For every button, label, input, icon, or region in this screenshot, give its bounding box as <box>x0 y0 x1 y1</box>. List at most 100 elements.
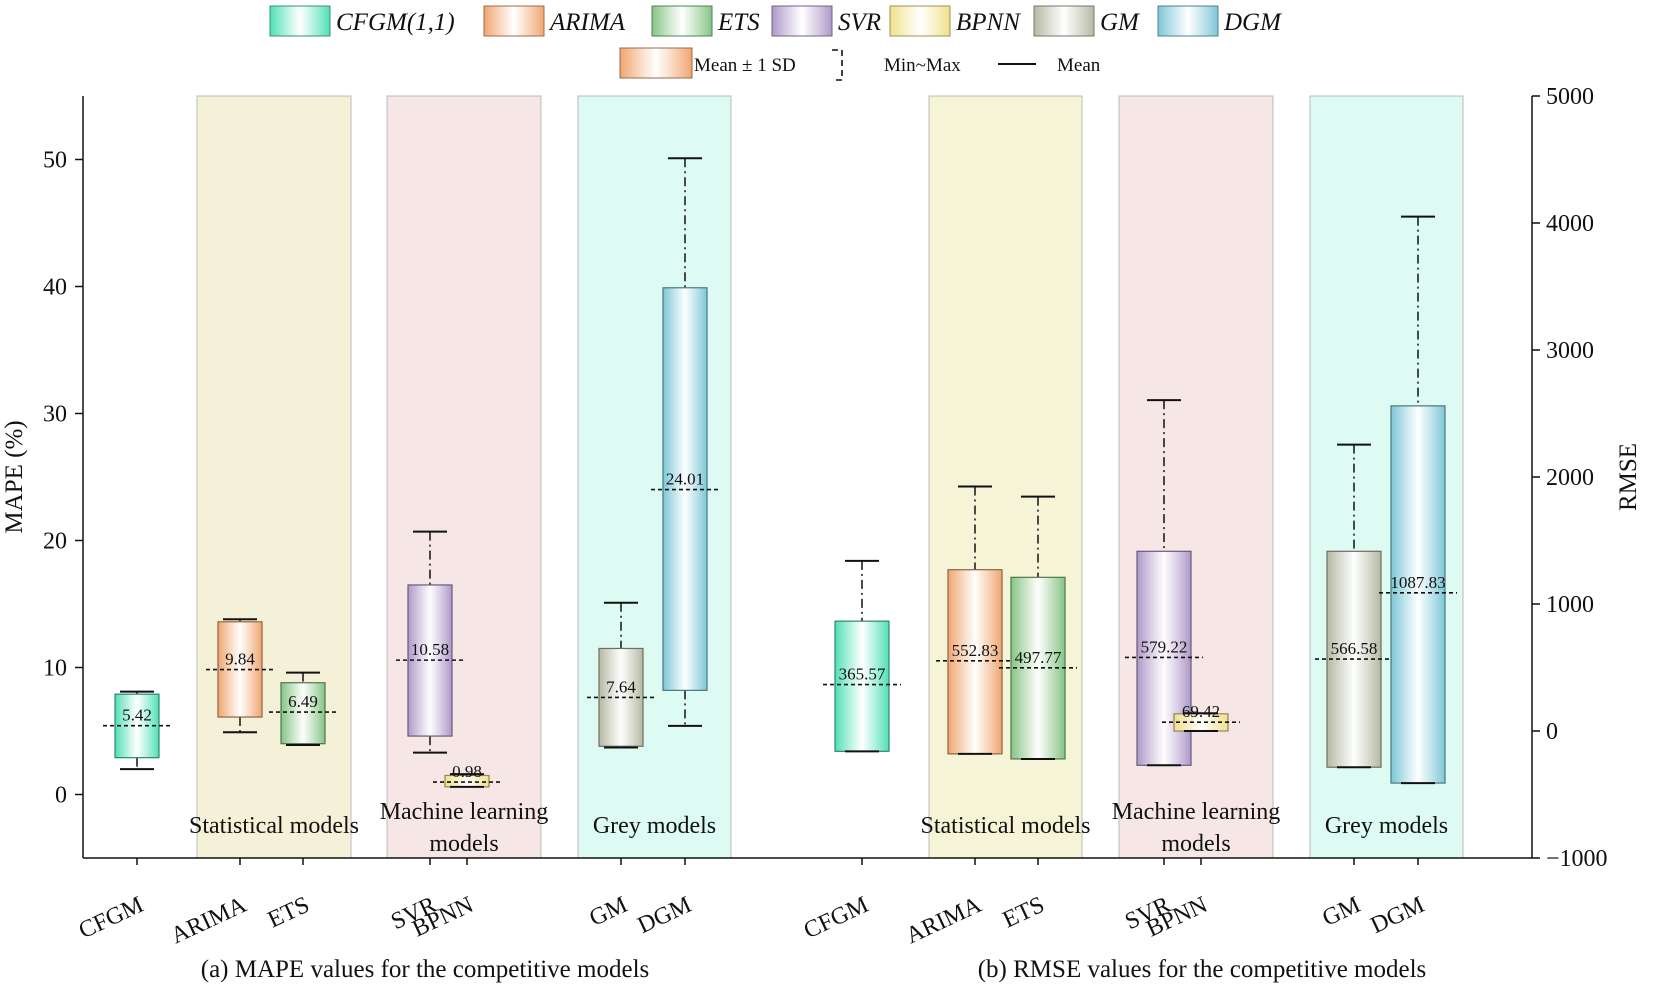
box-rect <box>1136 550 1192 766</box>
y-tick-label: 4000 <box>1546 211 1594 237</box>
legend-entry-ets: ETS <box>651 5 760 37</box>
group-label-line1: Machine learning <box>1112 799 1281 825</box>
group-label-line2: models <box>1161 831 1230 857</box>
legend-swatch <box>771 5 833 37</box>
mean-label: 365.57 <box>839 665 886 684</box>
y-tick-label: 1000 <box>1546 592 1594 618</box>
box-cfgm: 365.57 CFGM <box>800 559 901 944</box>
chart-caption: (a) MAPE values for the competitive mode… <box>201 956 650 983</box>
group-label: Grey models <box>593 813 716 839</box>
legend-swatch <box>651 5 713 37</box>
legend-sd-entry: Mean ± 1 SD <box>619 47 796 79</box>
box-rect <box>407 584 453 737</box>
group-label: Statistical models <box>921 813 1091 839</box>
x-tick-label: DGM <box>634 892 696 939</box>
box-dgm: 1087.83 DGM <box>1367 215 1457 939</box>
mean-label: 579.22 <box>1141 637 1188 656</box>
mean-label: 24.01 <box>666 470 704 489</box>
x-tick-label: CFGM <box>800 892 873 944</box>
group-label-line2: models <box>429 831 498 857</box>
mean-label: 5.42 <box>122 706 152 725</box>
x-tick-label: ETS <box>999 892 1049 934</box>
legend-label: BPNN <box>956 9 1021 36</box>
x-tick-label: DGM <box>1367 892 1429 939</box>
legend-label: CFGM(1,1) <box>336 9 455 36</box>
box-rect <box>598 647 644 747</box>
legend-entry-gm: GM <box>1033 5 1140 37</box>
mean-label: 552.83 <box>952 641 999 660</box>
legend-mean-entry: Mean <box>998 55 1101 76</box>
legend-swatch <box>483 5 545 37</box>
x-tick-label: ARIMA <box>902 892 986 950</box>
y-tick-label: 30 <box>43 402 67 428</box>
legend-swatch <box>889 5 951 37</box>
box-gm: 7.64 GM <box>585 601 655 932</box>
x-tick-label: ETS <box>264 892 314 934</box>
x-tick-label: GM <box>1318 892 1364 932</box>
y-axis-label: RMSE <box>1615 443 1642 511</box>
legend-label: SVR <box>838 9 881 36</box>
mean-label: 69.42 <box>1182 702 1220 721</box>
mean-label: 6.49 <box>288 692 318 711</box>
x-tick-label: CFGM <box>75 892 148 944</box>
box-ets: 6.49 ETS <box>264 671 337 934</box>
legend-label: DGM <box>1223 9 1282 36</box>
legend-mean-label: Mean <box>1057 55 1101 76</box>
legend-entry-dgm: DGM <box>1157 5 1282 37</box>
legend-minmax-icon <box>832 49 843 81</box>
y-tick-label: 40 <box>43 275 67 301</box>
y-tick-label: 10 <box>43 656 67 682</box>
box-cfgm: 5.42 CFGM <box>75 690 171 944</box>
legend-minmax-label: Min~Max <box>884 55 961 76</box>
group-band-rect <box>386 95 542 859</box>
box-rect <box>947 569 1003 755</box>
mean-label: 10.58 <box>411 640 449 659</box>
group-label: Grey models <box>1325 813 1448 839</box>
x-tick-label: ARIMA <box>167 892 251 950</box>
legend: CFGM(1,1) ARIMA ETS SVR BPNN GM DGM Mean ± 1 S… <box>269 5 1282 81</box>
y-axis-label: MAPE (%) <box>1 420 28 533</box>
legend-entry-cfgm11: CFGM(1,1) <box>269 5 455 37</box>
y-tick-label: 20 <box>43 529 67 555</box>
y-tick-label: 3000 <box>1546 338 1594 364</box>
mean-label: 566.58 <box>1331 639 1378 658</box>
y-tick-label: 2000 <box>1546 465 1594 491</box>
group-band-2: Machine learning models <box>380 95 549 859</box>
x-tick-label: GM <box>585 892 631 932</box>
legend-entry-bpnn: BPNN <box>889 5 1021 37</box>
legend-entry-arima: ARIMA <box>483 5 626 37</box>
mape-chart: Statistical models Machine learning models… <box>1 95 812 983</box>
mean-label: 9.84 <box>225 650 255 669</box>
rmse-chart: Statistical models Machine learning models… <box>800 84 1642 983</box>
legend-label: GM <box>1100 9 1140 36</box>
box-ets: 497.77 ETS <box>999 495 1077 934</box>
legend-swatch <box>1157 5 1219 37</box>
legend-sd-label: Mean ± 1 SD <box>694 55 796 76</box>
mean-label: 7.64 <box>606 677 636 696</box>
box-rect <box>1390 405 1446 784</box>
group-label: Statistical models <box>189 813 359 839</box>
legend-minmax-entry: Min~Max <box>832 49 961 81</box>
group-band-1: Statistical models <box>189 95 359 859</box>
y-tick-label: 5000 <box>1546 84 1594 110</box>
group-band-rect <box>196 95 352 859</box>
legend-entry-svr: SVR <box>771 5 881 37</box>
mean-label: 497.77 <box>1015 648 1062 667</box>
y-tick-label: −1000 <box>1546 846 1608 872</box>
y-tick-label: 50 <box>43 148 67 174</box>
legend-swatch <box>1033 5 1095 37</box>
legend-swatch <box>269 5 331 37</box>
box-rect <box>662 287 708 691</box>
mean-label: 0.98 <box>452 762 482 781</box>
y-tick-label: 0 <box>55 783 67 809</box>
box-rect <box>834 620 890 752</box>
y-tick-label: 0 <box>1546 719 1558 745</box>
legend-label: ETS <box>717 9 760 36</box>
legend-label: ARIMA <box>548 9 626 36</box>
group-label-line1: Machine learning <box>380 799 549 825</box>
box-rect <box>280 682 326 745</box>
chart-caption: (b) RMSE values for the competitive mode… <box>978 956 1427 983</box>
box-rect <box>217 621 263 718</box>
